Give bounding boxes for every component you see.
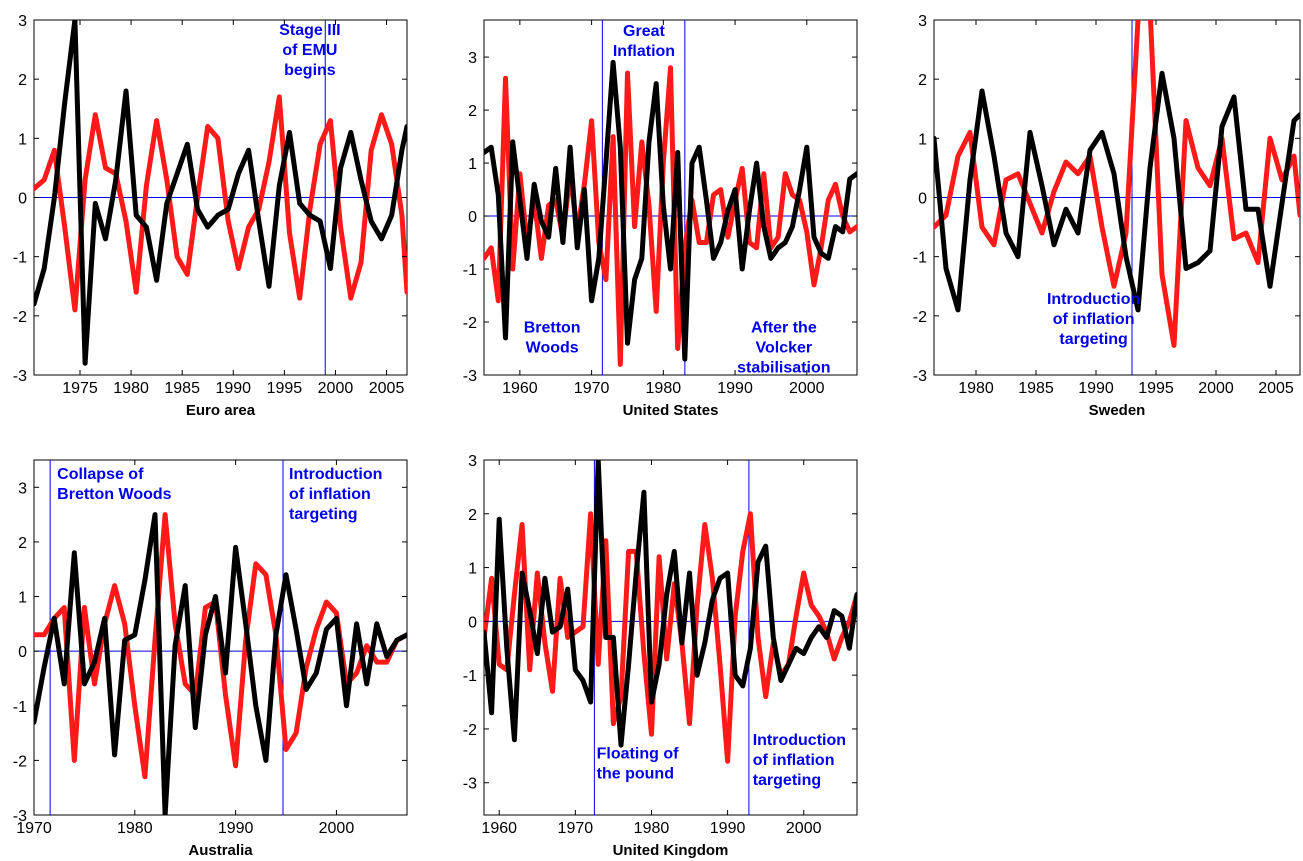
- red-series-line: [484, 511, 857, 764]
- x-tick-label: 1990: [717, 380, 753, 397]
- panel-xlabel: United States: [623, 402, 719, 419]
- x-tick-label: 1985: [164, 380, 200, 397]
- y-tick-label: -2: [463, 315, 477, 332]
- x-tick-label: 1960: [481, 820, 517, 837]
- y-tick-label: 1: [468, 561, 477, 578]
- y-tick-label: 2: [918, 72, 927, 89]
- x-tick-label: 1970: [558, 820, 594, 837]
- x-tick-label: 1975: [62, 380, 98, 397]
- y-tick-label: 3: [468, 453, 477, 470]
- annotation: Introduction of inflation targeting: [753, 732, 846, 789]
- x-tick-label: 1990: [215, 380, 251, 397]
- x-tick-label: 1990: [1078, 380, 1114, 397]
- x-tick-label: 1990: [710, 820, 746, 837]
- x-tick-label: 1980: [117, 820, 153, 837]
- y-tick-label: -3: [913, 368, 927, 385]
- annotation: Collapse of Bretton Woods: [57, 466, 171, 503]
- x-tick-label: 1980: [634, 820, 670, 837]
- y-tick-label: 3: [468, 50, 477, 67]
- y-tick-label: 0: [468, 209, 477, 226]
- plot-area: [34, 20, 407, 375]
- panel-xlabel: Sweden: [1089, 402, 1146, 419]
- y-tick-label: -2: [13, 309, 27, 326]
- annotation: Bretton Woods: [524, 320, 581, 357]
- y-tick-label: -1: [463, 668, 477, 685]
- annotation: Introduction of inflation targeting: [289, 466, 382, 523]
- y-tick-label: 1: [468, 156, 477, 173]
- x-tick-label: 1960: [502, 380, 538, 397]
- y-tick-label: -1: [463, 262, 477, 279]
- y-tick-label: 1: [918, 131, 927, 148]
- x-tick-label: 2005: [369, 380, 405, 397]
- panel-australia: Collapse of Bretton Woods Introduction of i…: [13, 459, 408, 859]
- y-tick-label: 3: [18, 13, 27, 30]
- black-series-line: [934, 70, 1300, 313]
- x-tick-label: 2000: [318, 380, 354, 397]
- y-tick-label: 0: [18, 644, 27, 661]
- x-tick-label: 2000: [1198, 380, 1234, 397]
- annotation: Great Inflation: [613, 23, 675, 60]
- red-series-line: [484, 65, 857, 367]
- y-tick-label: -2: [13, 753, 27, 770]
- y-tick-label: -1: [913, 250, 927, 267]
- black-series-line: [34, 20, 407, 366]
- x-tick-label: 2000: [789, 380, 825, 397]
- annotation: Introduction of inflation targeting: [1047, 291, 1140, 348]
- y-tick-label: -1: [13, 699, 27, 716]
- red-series-line: [934, 20, 1300, 348]
- plot-area: [484, 460, 857, 815]
- panel-united-kingdom: Floating of the pound Introduction of infla…: [463, 453, 858, 859]
- y-tick-label: 0: [18, 191, 27, 208]
- panel-xlabel: Euro area: [186, 402, 256, 419]
- y-tick-label: 2: [468, 103, 477, 120]
- y-tick-label: -2: [463, 722, 477, 739]
- x-tick-label: 1990: [218, 820, 254, 837]
- x-tick-label: 1980: [646, 380, 682, 397]
- y-tick-label: -3: [463, 776, 477, 793]
- black-series-line: [34, 512, 407, 815]
- x-tick-label: 1995: [1138, 380, 1174, 397]
- x-tick-label: 1970: [574, 380, 610, 397]
- plot-area: [34, 460, 407, 815]
- y-tick-label: -1: [13, 250, 27, 267]
- y-tick-label: 1: [18, 131, 27, 148]
- black-series-line: [484, 59, 857, 362]
- y-tick-label: -2: [913, 309, 927, 326]
- panel-xlabel: United Kingdom: [613, 842, 729, 859]
- y-tick-label: -3: [463, 368, 477, 385]
- y-tick-label: 1: [18, 590, 27, 607]
- x-tick-label: 1985: [1018, 380, 1054, 397]
- y-tick-label: 2: [468, 507, 477, 524]
- red-series-line: [34, 94, 407, 313]
- panel-xlabel: Australia: [188, 842, 253, 859]
- x-tick-label: 2005: [1258, 380, 1294, 397]
- annotation: Floating of the pound: [597, 746, 679, 783]
- plot-area: [934, 20, 1300, 375]
- y-tick-label: 3: [918, 13, 927, 30]
- black-series-line: [484, 460, 857, 748]
- y-tick-label: 0: [468, 614, 477, 631]
- y-tick-label: 0: [918, 191, 927, 208]
- y-tick-label: 2: [18, 72, 27, 89]
- panel-sweden: Introduction of inflation targeting 1980 198…: [913, 13, 1301, 419]
- x-tick-label: 2000: [786, 820, 822, 837]
- panel-euro-area: Stage III of EMU begins 1975 1980 1985 1990 199…: [13, 13, 408, 419]
- plot-area: [484, 20, 857, 375]
- y-tick-label: -3: [13, 368, 27, 385]
- y-tick-label: 2: [18, 535, 27, 552]
- x-tick-label: 1980: [113, 380, 149, 397]
- y-tick-label: 3: [18, 480, 27, 497]
- y-tick-label: -3: [13, 808, 27, 825]
- x-tick-label: 2000: [319, 820, 355, 837]
- annotation: Stage III of EMU begins: [279, 22, 340, 79]
- x-tick-label: 1980: [958, 380, 994, 397]
- x-tick-label: 1995: [267, 380, 303, 397]
- x-tick-label: 1970: [16, 820, 52, 837]
